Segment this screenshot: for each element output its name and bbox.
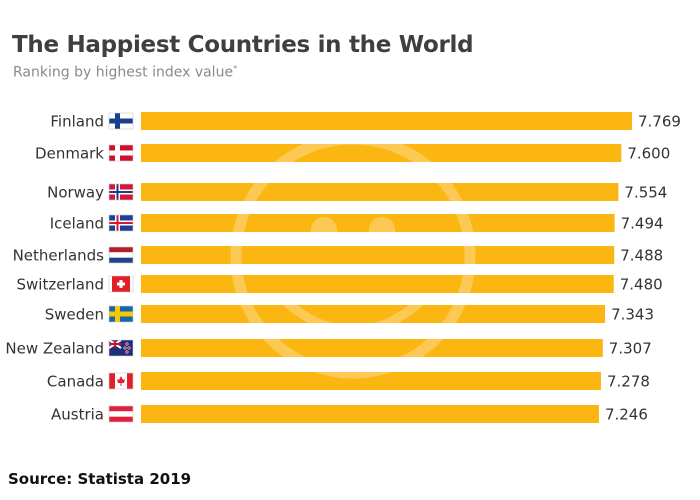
category-label: Switzerland [17, 276, 105, 294]
smiley-mouth [282, 298, 424, 335]
value-label: 7.600 [627, 145, 670, 163]
category-label: Netherlands [13, 247, 105, 265]
value-label: 7.307 [609, 340, 652, 358]
switzerland-flag-icon [108, 275, 134, 293]
bar [141, 183, 619, 201]
category-label: Austria [51, 406, 104, 424]
category-label: New Zealand [5, 340, 104, 358]
value-label: 7.246 [605, 406, 648, 424]
bar [141, 144, 622, 162]
smiley-face-icon [230, 133, 476, 379]
category-label: Norway [47, 184, 104, 202]
value-label: 7.480 [620, 276, 663, 294]
new-zealand-flag-icon [108, 339, 134, 357]
subtitle-footnote-marker: * [233, 64, 238, 73]
smiley-eye [311, 217, 337, 243]
bar [141, 372, 601, 390]
value-label: 7.769 [638, 113, 681, 131]
norway-flag-icon [108, 183, 134, 201]
austria-flag-icon [108, 405, 134, 423]
netherlands-flag-icon [108, 246, 134, 264]
bar [141, 246, 615, 264]
sweden-flag-icon [108, 305, 134, 323]
chart-subtitle: Ranking by highest index value* [13, 64, 237, 81]
denmark-flag-icon [108, 144, 134, 162]
bar [141, 275, 614, 293]
category-label: Sweden [45, 306, 104, 324]
chart-source: Source: Statista 2019 [8, 470, 192, 488]
category-label: Iceland [50, 215, 104, 233]
smiley-eye [369, 217, 395, 243]
value-label: 7.343 [611, 306, 654, 324]
finland-flag-icon [108, 112, 134, 130]
chart-title: The Happiest Countries in the World [12, 32, 474, 58]
bar [141, 305, 606, 323]
labels-layer: Finland 7.769 Denmark 7.600 Norway 7.554 Icela… [5, 113, 681, 424]
bar [141, 112, 632, 130]
category-label: Canada [47, 373, 104, 391]
value-label: 7.554 [624, 184, 667, 202]
bars-layer [141, 112, 632, 423]
subtitle-text: Ranking by highest index value [13, 64, 234, 81]
bar [141, 405, 599, 423]
iceland-flag-icon [108, 214, 134, 232]
bar [141, 214, 615, 232]
bar [141, 339, 603, 357]
category-label: Denmark [35, 145, 104, 163]
value-label: 7.278 [607, 373, 650, 391]
value-label: 7.488 [620, 247, 663, 265]
value-label: 7.494 [621, 215, 664, 233]
smiley-outline [230, 133, 476, 379]
bar-chart: Finland 7.769 Denmark 7.600 Norway 7.554 Icela… [5, 112, 681, 424]
category-label: Finland [50, 113, 104, 131]
canada-flag-icon [108, 372, 134, 390]
